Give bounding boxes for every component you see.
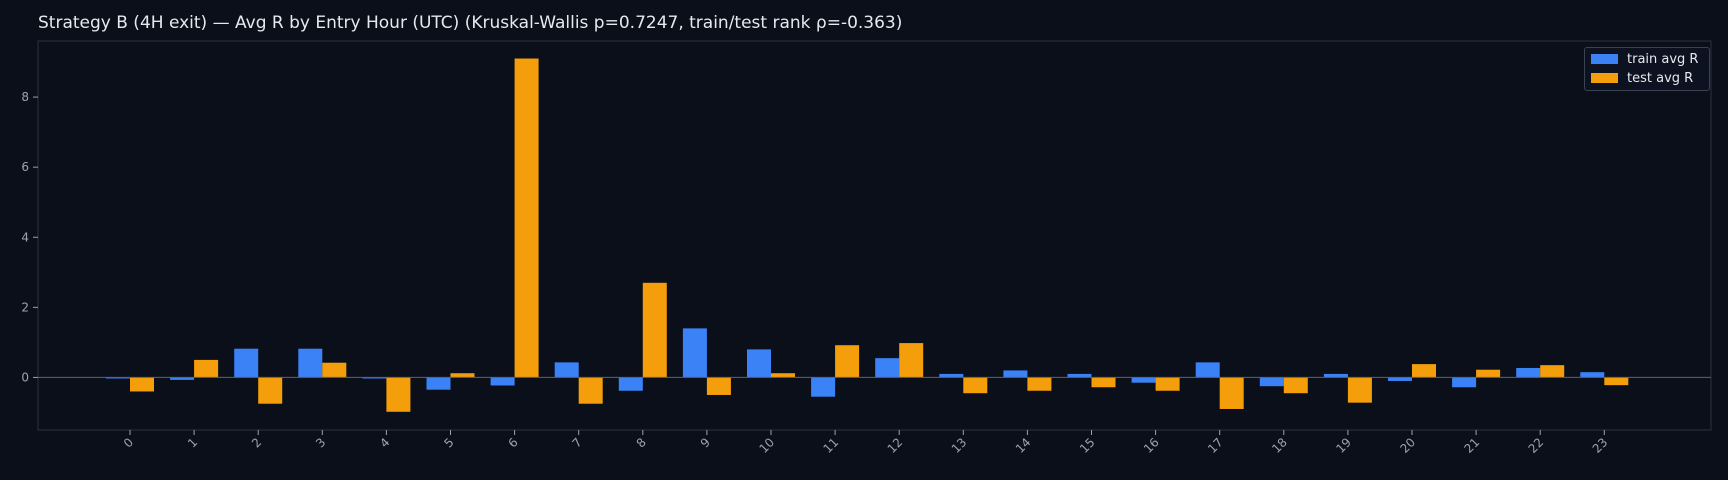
test-bar-hour-12 bbox=[899, 343, 924, 378]
plot-area bbox=[37, 40, 1712, 431]
train-bar-hour-15 bbox=[1067, 373, 1092, 378]
test-bar-hour-22 bbox=[1540, 365, 1565, 378]
train-bar-hour-20 bbox=[1388, 377, 1412, 381]
test-bar-hour-18 bbox=[1283, 377, 1308, 394]
test-bar-hour-2 bbox=[258, 377, 283, 404]
test-bar-hour-20 bbox=[1412, 364, 1436, 378]
chart-title: Strategy B (4H exit) — Avg R by Entry Ho… bbox=[38, 13, 903, 33]
legend: train avg R test avg R bbox=[1584, 47, 1710, 91]
train-bar-hour-12 bbox=[875, 358, 900, 378]
train-bar-hour-11 bbox=[811, 377, 836, 397]
train-bar-hour-6 bbox=[490, 377, 515, 386]
legend-item-train: train avg R bbox=[1591, 51, 1698, 67]
train-bar-hour-22 bbox=[1516, 367, 1541, 378]
x-tick-label: 18 bbox=[1269, 435, 1290, 456]
train-bar-hour-19 bbox=[1323, 373, 1348, 378]
x-tick-label: 1 bbox=[185, 435, 200, 450]
test-bar-hour-14 bbox=[1027, 377, 1052, 391]
train-bar-hour-18 bbox=[1259, 377, 1284, 387]
train-bar-hour-7 bbox=[554, 362, 579, 378]
legend-swatch-test bbox=[1591, 73, 1618, 83]
x-tick-label: 9 bbox=[698, 435, 713, 450]
x-tick-label: 16 bbox=[1141, 435, 1162, 456]
x-tick-label: 15 bbox=[1077, 435, 1098, 456]
train-bar-hour-21 bbox=[1452, 377, 1477, 388]
legend-item-test: test avg R bbox=[1591, 70, 1693, 86]
x-tick-label: 3 bbox=[313, 435, 328, 450]
test-bar-hour-23 bbox=[1604, 377, 1629, 386]
test-bar-hour-3 bbox=[322, 362, 347, 378]
test-bar-hour-4 bbox=[386, 377, 411, 412]
x-tick-label: 7 bbox=[570, 435, 585, 450]
train-bar-hour-10 bbox=[747, 349, 771, 378]
test-bar-hour-7 bbox=[578, 377, 603, 404]
train-bar-hour-1 bbox=[170, 377, 195, 380]
train-bar-hour-9 bbox=[682, 328, 707, 378]
x-tick-label: 2 bbox=[249, 435, 264, 450]
train-bar-hour-23 bbox=[1580, 372, 1605, 378]
y-tick-label: 8 bbox=[21, 90, 29, 104]
test-bar-hour-1 bbox=[194, 359, 219, 378]
y-tick-label: 0 bbox=[21, 370, 29, 384]
x-tick-label: 6 bbox=[505, 435, 520, 450]
test-bar-hour-13 bbox=[963, 377, 988, 394]
x-tick-label: 5 bbox=[441, 435, 456, 450]
test-bar-hour-11 bbox=[835, 345, 860, 378]
train-bar-hour-8 bbox=[618, 377, 643, 391]
train-bar-hour-13 bbox=[939, 373, 964, 378]
y-tick-label: 2 bbox=[21, 300, 29, 314]
legend-swatch-train bbox=[1591, 54, 1618, 64]
x-tick-label: 21 bbox=[1462, 435, 1483, 456]
test-bar-hour-6 bbox=[514, 58, 539, 378]
test-bar-hour-16 bbox=[1155, 377, 1180, 391]
x-tick-label: 19 bbox=[1333, 435, 1354, 456]
train-bar-hour-3 bbox=[298, 348, 323, 378]
test-bar-hour-5 bbox=[450, 373, 475, 378]
test-bar-hour-17 bbox=[1219, 377, 1244, 409]
y-tick-label: 6 bbox=[21, 160, 29, 174]
x-tick-label: 13 bbox=[949, 435, 970, 456]
y-tick-label: 4 bbox=[21, 230, 29, 244]
test-bar-hour-9 bbox=[706, 377, 731, 395]
x-tick-label: 8 bbox=[634, 435, 649, 450]
test-bar-hour-0 bbox=[130, 377, 154, 392]
x-tick-label: 23 bbox=[1590, 435, 1611, 456]
x-tick-label: 11 bbox=[821, 435, 842, 456]
x-tick-label: 10 bbox=[756, 435, 777, 456]
test-bar-hour-21 bbox=[1476, 369, 1501, 378]
x-tick-label: 22 bbox=[1526, 435, 1547, 456]
x-tick-label: 14 bbox=[1013, 435, 1034, 456]
train-bar-hour-5 bbox=[426, 377, 451, 390]
legend-label-train: train avg R bbox=[1627, 51, 1699, 67]
test-bar-hour-8 bbox=[642, 282, 667, 378]
train-bar-hour-0 bbox=[106, 377, 130, 379]
x-tick-label: 17 bbox=[1205, 435, 1226, 456]
train-bar-hour-14 bbox=[1003, 370, 1028, 378]
x-tick-label: 0 bbox=[121, 435, 136, 450]
x-tick-label: 20 bbox=[1397, 435, 1418, 456]
test-bar-hour-19 bbox=[1347, 377, 1372, 403]
train-bar-hour-2 bbox=[234, 348, 259, 378]
train-bar-hour-16 bbox=[1131, 377, 1156, 383]
test-bar-hour-10 bbox=[771, 373, 795, 378]
x-tick-label: 4 bbox=[377, 435, 392, 450]
train-bar-hour-4 bbox=[362, 377, 387, 379]
test-bar-hour-15 bbox=[1091, 377, 1116, 388]
x-tick-label: 12 bbox=[885, 435, 906, 456]
legend-label-test: test avg R bbox=[1627, 70, 1694, 86]
train-bar-hour-17 bbox=[1195, 362, 1220, 378]
